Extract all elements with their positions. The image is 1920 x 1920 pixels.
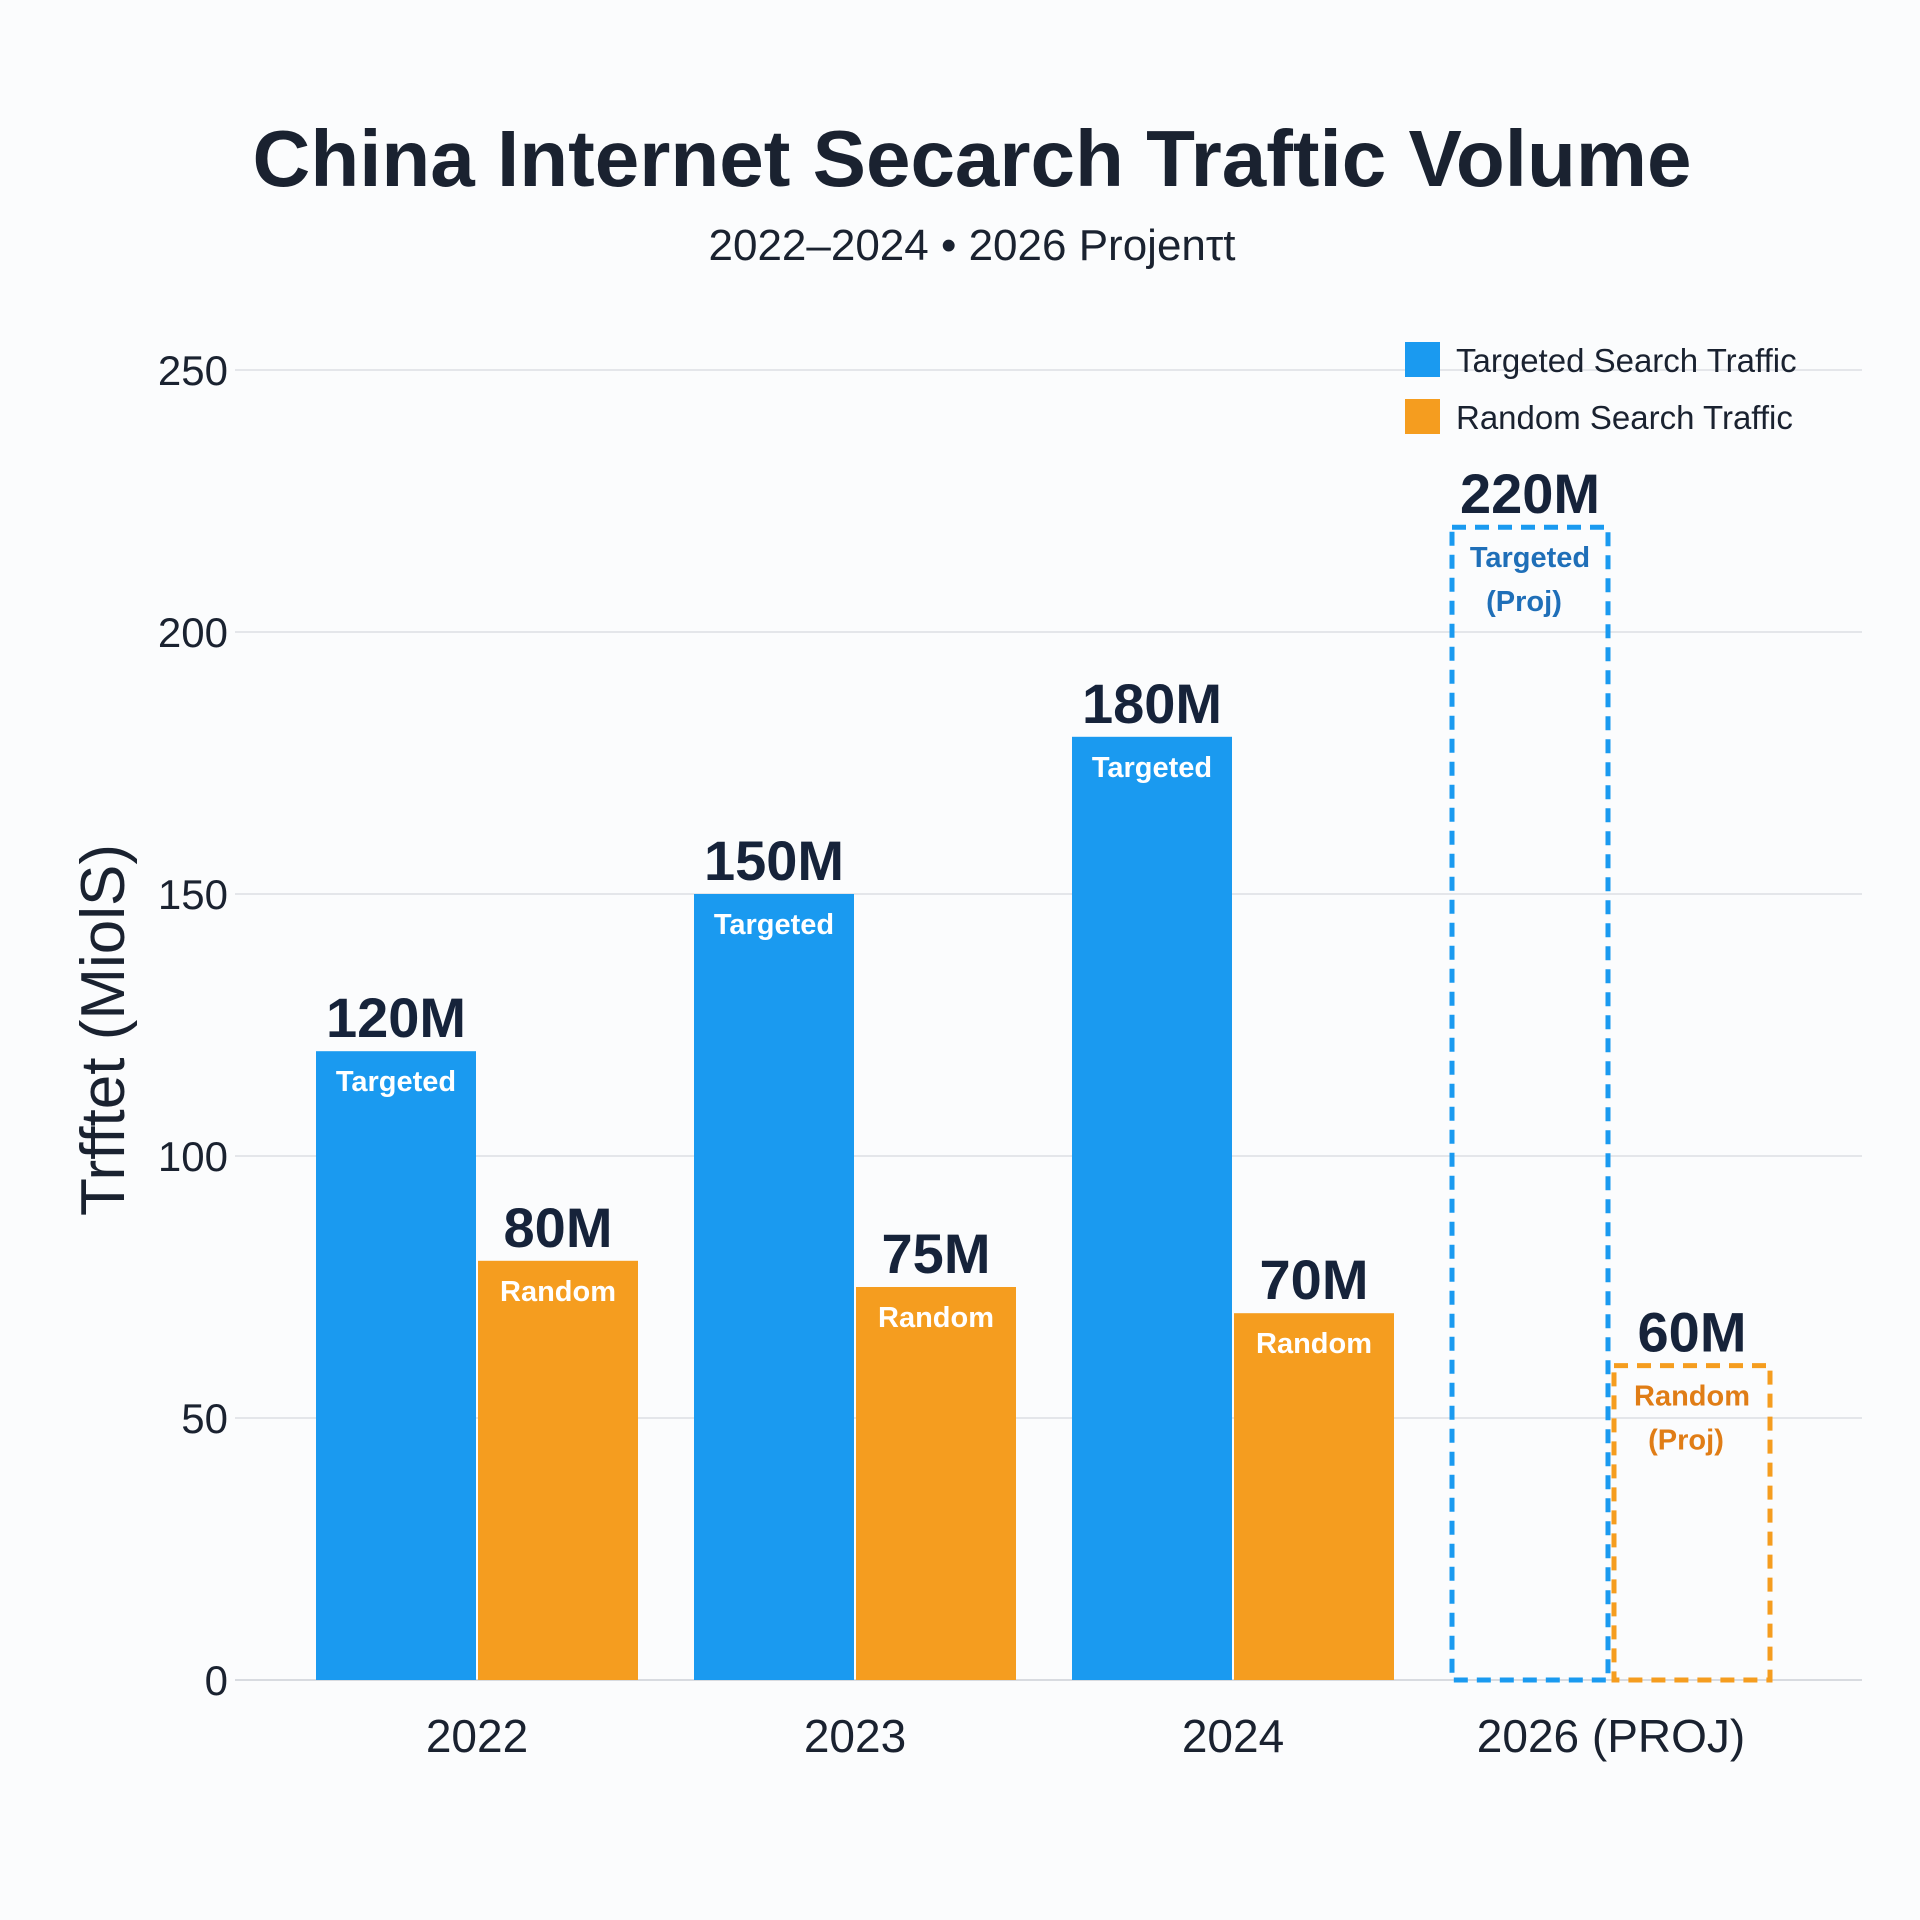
- y-tick-label: 250: [158, 347, 228, 394]
- legend: Targeted Search Traffic Random Search Tra…: [1405, 342, 1797, 436]
- bar-targeted-projected: [1449, 524, 1611, 1683]
- value-label: 60M: [1638, 1301, 1747, 1364]
- bar-inner-label: Targeted: [1092, 752, 1212, 784]
- y-tick-label: 0: [205, 1657, 228, 1704]
- bar-targeted: [694, 894, 854, 1680]
- value-label: 70M: [1260, 1248, 1369, 1311]
- bar-targeted: [1072, 736, 1232, 1680]
- bar-inner-label: Random: [1256, 1328, 1372, 1360]
- bar-inner-sublabel: (Proj): [1486, 586, 1562, 618]
- bar-inner-sublabel: (Proj): [1648, 1425, 1724, 1457]
- x-tick-label: 2024: [1182, 1710, 1284, 1762]
- value-label: 80M: [504, 1196, 613, 1259]
- x-tick-label: 2022: [426, 1710, 528, 1762]
- x-tick-layer: 2022 2023 2024 2026 (PROJ): [426, 1710, 1745, 1762]
- bar-inner-label: Targeted: [336, 1066, 456, 1098]
- legend-label: Targeted Search Traffic: [1456, 342, 1797, 379]
- chart-subtitle: 2022–2024 • 2026 Projenτt: [709, 221, 1236, 270]
- bar-inner-label: Random: [500, 1276, 616, 1308]
- grid-layer: 0 50 100 150 200 250: [158, 347, 1862, 1704]
- y-tick-label: 200: [158, 609, 228, 656]
- x-tick-label: 2023: [804, 1710, 906, 1762]
- value-label: 180M: [1082, 672, 1222, 735]
- value-label: 75M: [882, 1222, 991, 1285]
- bar-inner-label: Random: [1634, 1381, 1750, 1413]
- y-tick-label: 50: [181, 1395, 228, 1442]
- bar-random: [478, 1260, 638, 1680]
- chart-title: China Internet Secarch Traftic Volume: [253, 114, 1692, 203]
- legend-label: Random Search Traffic: [1456, 399, 1793, 436]
- value-label: 220M: [1460, 462, 1600, 525]
- y-tick-label: 150: [158, 871, 228, 918]
- bar-random-projected: [1611, 1363, 1773, 1683]
- bar-inner-label: Targeted: [714, 909, 834, 941]
- x-tick-label: 2026 (PROJ): [1477, 1710, 1745, 1762]
- y-axis-label: Trfftet (MiolS): [69, 844, 138, 1216]
- bar-inner-label: Random: [878, 1302, 994, 1334]
- value-label: 150M: [704, 829, 844, 892]
- bar-targeted: [316, 1051, 476, 1680]
- bar-random: [856, 1287, 1016, 1680]
- bar-layer: 120M Targeted 80M Random 150M Targeted 75M Rand…: [316, 462, 1773, 1683]
- bar-inner-label: Targeted: [1470, 542, 1590, 574]
- legend-swatch-targeted: [1405, 342, 1440, 377]
- y-tick-label: 100: [158, 1133, 228, 1180]
- value-label: 120M: [326, 986, 466, 1049]
- legend-swatch-random: [1405, 399, 1440, 434]
- bar-random: [1234, 1313, 1394, 1680]
